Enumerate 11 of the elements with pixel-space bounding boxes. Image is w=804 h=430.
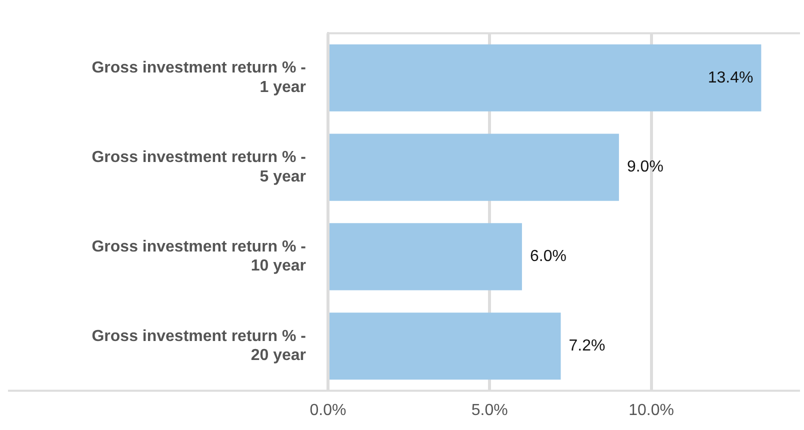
y-tick-label: Gross investment return % - 1 year bbox=[92, 60, 306, 96]
y-tick-label: Gross investment return % - 20 year bbox=[92, 328, 306, 364]
y-tick-label: Gross investment return % - 10 year bbox=[92, 238, 306, 275]
data-label: 13.4% bbox=[708, 69, 754, 86]
x-tick-label: 5.0% bbox=[471, 402, 508, 419]
data-label: 9.0% bbox=[626, 158, 664, 176]
y-tick-label: Gross investment return % - 5 year bbox=[92, 149, 306, 186]
data-label: 6.0% bbox=[530, 248, 566, 266]
x-tick-label: 10.0% bbox=[628, 402, 674, 419]
x-tick-label: 0.0% bbox=[310, 402, 346, 419]
data-label: 7.2% bbox=[568, 338, 606, 355]
